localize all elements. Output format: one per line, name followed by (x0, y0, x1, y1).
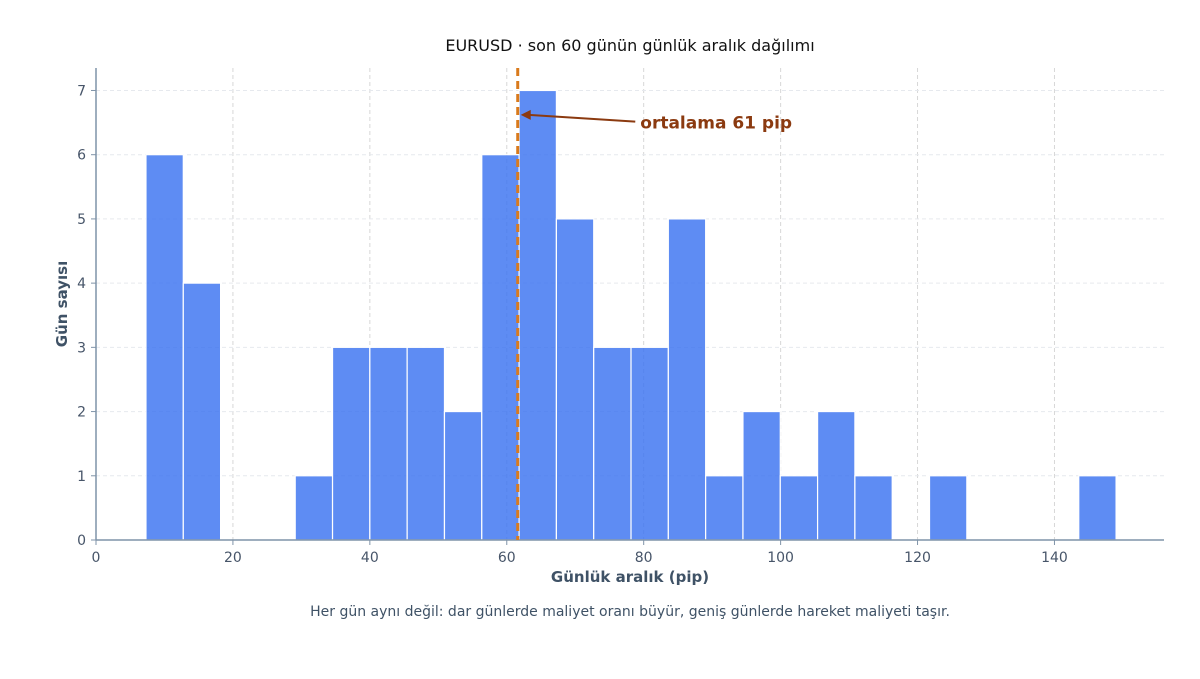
histogram-bar (1078, 475, 1117, 541)
y-tick-label: 1 (77, 469, 86, 485)
y-tick-label: 5 (77, 212, 86, 228)
x-axis-ticks: 0 20 40 60 80 100 120 140 (92, 540, 1068, 566)
x-tick-label: 120 (904, 550, 931, 566)
x-tick-label: 100 (767, 550, 794, 566)
y-tick-label: 6 (77, 148, 86, 164)
histogram-bar (779, 475, 819, 541)
histogram-bar (481, 154, 520, 541)
histogram-bar (630, 346, 669, 541)
histogram-bar (555, 218, 595, 541)
histogram-bar (742, 410, 781, 541)
y-tick-label: 7 (77, 83, 86, 99)
y-axis-label: Gün sayısı (53, 261, 71, 347)
chart-caption: Her gün aynı değil: dar günlerde maliyet… (310, 604, 950, 620)
x-tick-label: 0 (92, 550, 101, 566)
histogram-bar (593, 346, 632, 541)
annotation-arrow-shaft (528, 113, 636, 123)
y-tick-label: 3 (77, 340, 86, 356)
histogram-bar (145, 154, 184, 541)
mean-annotation-label: ortalama 61 pip (640, 114, 792, 134)
histogram-bar (816, 410, 856, 541)
x-tick-label: 140 (1041, 550, 1068, 566)
x-tick-label: 40 (361, 550, 379, 566)
y-tick-label: 4 (77, 276, 86, 292)
histogram-bar (854, 475, 893, 541)
histogram-bar (406, 346, 446, 541)
y-tick-label: 2 (77, 405, 86, 421)
histogram-bars (145, 89, 1117, 541)
x-tick-label: 80 (635, 550, 653, 566)
mean-marker: ortalama 61 pip (516, 68, 792, 540)
chart-title: EURUSD · son 60 günün günlük aralık dağı… (445, 36, 814, 55)
x-tick-label: 60 (498, 550, 516, 566)
histogram-bar (705, 475, 744, 541)
histogram-bar (518, 89, 558, 541)
y-axis-ticks: 0 1 2 3 4 5 6 7 (77, 83, 96, 549)
axes (95, 68, 1164, 541)
y-tick-label: 0 (77, 533, 86, 549)
histogram-bar (928, 475, 968, 541)
annotation-arrow-head (520, 109, 531, 120)
histogram-bar (667, 218, 707, 541)
histogram-bar (294, 475, 334, 541)
histogram-bar (182, 282, 222, 541)
histogram-bar (369, 346, 408, 541)
histogram-bar (331, 346, 371, 541)
x-tick-label: 20 (224, 550, 242, 566)
x-axis-label: Günlük aralık (pip) (551, 568, 709, 586)
histogram-bar (443, 410, 483, 541)
